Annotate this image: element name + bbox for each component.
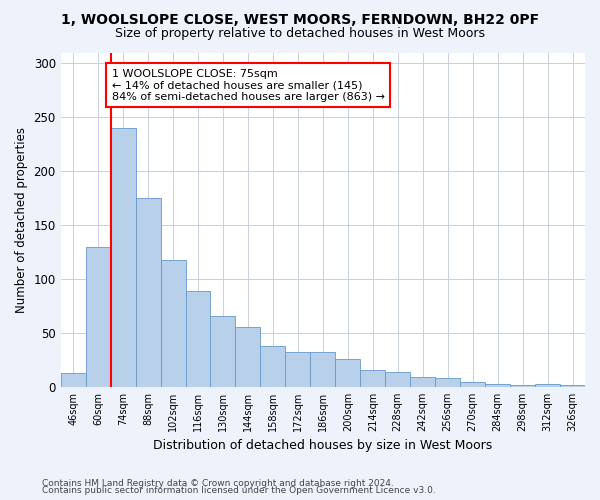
Bar bbox=[136, 198, 161, 387]
Bar bbox=[185, 291, 211, 387]
Text: 1, WOOLSLOPE CLOSE, WEST MOORS, FERNDOWN, BH22 0PF: 1, WOOLSLOPE CLOSE, WEST MOORS, FERNDOWN… bbox=[61, 12, 539, 26]
Text: Contains HM Land Registry data © Crown copyright and database right 2024.: Contains HM Land Registry data © Crown c… bbox=[42, 478, 394, 488]
Bar bbox=[235, 326, 260, 387]
Bar bbox=[335, 359, 360, 387]
Bar bbox=[435, 378, 460, 387]
Text: Size of property relative to detached houses in West Moors: Size of property relative to detached ho… bbox=[115, 28, 485, 40]
Bar bbox=[260, 346, 286, 387]
Bar bbox=[86, 246, 110, 387]
Bar bbox=[460, 382, 485, 387]
Bar bbox=[161, 260, 185, 387]
Bar bbox=[211, 316, 235, 387]
Bar bbox=[485, 384, 510, 387]
Text: Contains public sector information licensed under the Open Government Licence v3: Contains public sector information licen… bbox=[42, 486, 436, 495]
Bar bbox=[61, 373, 86, 387]
Bar bbox=[385, 372, 410, 387]
Bar bbox=[310, 352, 335, 387]
Bar bbox=[110, 128, 136, 387]
Bar bbox=[560, 385, 585, 387]
Bar bbox=[286, 352, 310, 387]
Bar bbox=[360, 370, 385, 387]
Text: 1 WOOLSLOPE CLOSE: 75sqm
← 14% of detached houses are smaller (145)
84% of semi-: 1 WOOLSLOPE CLOSE: 75sqm ← 14% of detach… bbox=[112, 68, 385, 102]
X-axis label: Distribution of detached houses by size in West Moors: Distribution of detached houses by size … bbox=[153, 440, 493, 452]
Bar bbox=[410, 377, 435, 387]
Bar bbox=[535, 384, 560, 387]
Bar bbox=[510, 385, 535, 387]
Y-axis label: Number of detached properties: Number of detached properties bbox=[15, 126, 28, 312]
